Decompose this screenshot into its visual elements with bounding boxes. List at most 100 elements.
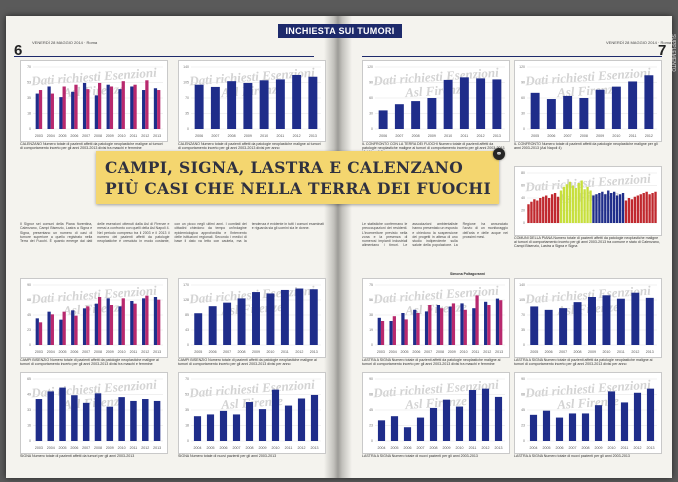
right-rule (362, 56, 662, 57)
x-tick-label: 2008 (238, 350, 246, 354)
chart-bar (98, 297, 102, 345)
chart-bar (639, 194, 642, 223)
y-tick-label: 23 (369, 424, 373, 428)
x-tick-label: 2011 (130, 134, 138, 138)
chart-napoli-1: Dati richiesti Esenzioni Asl Firenze 0 30 60… (362, 60, 510, 142)
x-tick-label: 2011 (469, 446, 477, 450)
y-tick-label: 120 (367, 65, 373, 69)
chart-bar (392, 316, 396, 345)
chart-bar (611, 86, 621, 129)
chart-bar (416, 313, 420, 345)
x-tick-label: 2007 (223, 350, 231, 354)
y-tick-label: 30 (521, 112, 525, 116)
chart-bar (546, 99, 556, 129)
chart-bar (47, 391, 54, 441)
chart-bar (654, 191, 657, 223)
y-tick-label: 128 (183, 298, 189, 302)
x-tick-label: 2007 (559, 350, 567, 354)
y-tick-label: 0 (371, 343, 373, 347)
chart-bar (621, 193, 625, 223)
x-tick-label: 2013 (495, 350, 503, 354)
chart-bar (645, 191, 648, 223)
y-tick-label: 0 (371, 127, 373, 131)
y-tick-label: 90 (521, 81, 525, 85)
y-tick-label: 0 (523, 343, 525, 347)
chart-bar (106, 298, 110, 345)
y-tick-label: 0 (523, 221, 525, 225)
y-tick-label: 56 (369, 298, 373, 302)
chart-bar (616, 298, 625, 345)
y-tick-label: 80 (521, 171, 525, 175)
y-tick-label: 0 (371, 439, 373, 443)
right-page-meta: VENERDÌ 28 MAGGIO 2014 · Roma (606, 40, 672, 45)
x-tick-label: 2006 (545, 350, 553, 354)
chart-bar (624, 200, 628, 223)
x-tick-label: 2009 (596, 134, 604, 138)
chart-bar (153, 88, 158, 129)
chart-bar (476, 78, 486, 129)
chart-bar (429, 407, 438, 441)
chart-bar (133, 84, 137, 129)
chart-bar (237, 298, 246, 345)
chart-bar (38, 322, 43, 345)
x-tick-label: 2010 (602, 350, 610, 354)
y-tick-label: 85 (185, 313, 189, 317)
chart-bar (118, 89, 122, 129)
x-tick-label: 2006 (70, 350, 78, 354)
chart-bar (130, 400, 137, 441)
chart-bar (644, 75, 654, 129)
chart-bar (577, 183, 580, 223)
chart-bar (413, 309, 417, 345)
chart-bar (620, 402, 629, 441)
x-tick-label: 2011 (461, 134, 469, 138)
y-tick-label: 40 (521, 196, 525, 200)
chart-bar (555, 417, 564, 441)
y-tick-label: 105 (183, 81, 189, 85)
chart-bar (581, 413, 590, 441)
y-tick-label: 140 (183, 65, 189, 69)
chart-bar (618, 194, 622, 223)
x-tick-label: 2005 (194, 350, 202, 354)
chart-bar (153, 297, 158, 345)
chart-bar (559, 308, 568, 345)
chart-bar (223, 302, 232, 345)
chart-bar (651, 193, 654, 223)
x-tick-label: 2006 (70, 446, 78, 450)
chart-bar (568, 413, 577, 441)
left-rule (14, 56, 314, 57)
chart-bar (227, 81, 237, 129)
x-tick-label: 2011 (130, 350, 138, 354)
link-icon[interactable]: ⚭ (493, 148, 505, 160)
y-tick-label: 70 (185, 96, 189, 100)
chart-bar (571, 185, 574, 223)
x-tick-label: 2010 (118, 350, 126, 354)
x-tick-label: 2011 (472, 350, 480, 354)
x-tick-label: 2012 (645, 134, 653, 138)
chart-bar (527, 204, 530, 223)
chart-bar (553, 193, 557, 223)
x-tick-label: 2013 (153, 446, 161, 450)
x-tick-label: 2013 (495, 446, 503, 450)
x-tick-label: 2008 (582, 446, 590, 450)
x-tick-label: 2009 (428, 134, 436, 138)
y-tick-label: 60 (369, 96, 373, 100)
chart-bar (86, 306, 90, 345)
x-tick-label: 2008 (246, 446, 254, 450)
y-tick-label: 43 (185, 328, 189, 332)
x-tick-label: 2006 (412, 350, 420, 354)
chart-bar (94, 303, 98, 345)
chart-bar (492, 79, 502, 129)
chart-bar (595, 194, 598, 223)
chart-bar (259, 80, 269, 129)
chart-bar (245, 402, 254, 441)
chart-bar (74, 84, 78, 129)
chart-bar (309, 289, 318, 345)
y-tick-label: 38 (369, 313, 373, 317)
chart-bar (612, 191, 616, 223)
x-tick-label: 2007 (82, 446, 90, 450)
x-tick-label: 2007 (82, 350, 90, 354)
chart-svg: 0 30 60 90 120 2005 2006 2007 2008 2009 2010 2011 20… (519, 65, 657, 138)
x-tick-label: 2005 (59, 446, 67, 450)
chart-bar (463, 309, 467, 345)
